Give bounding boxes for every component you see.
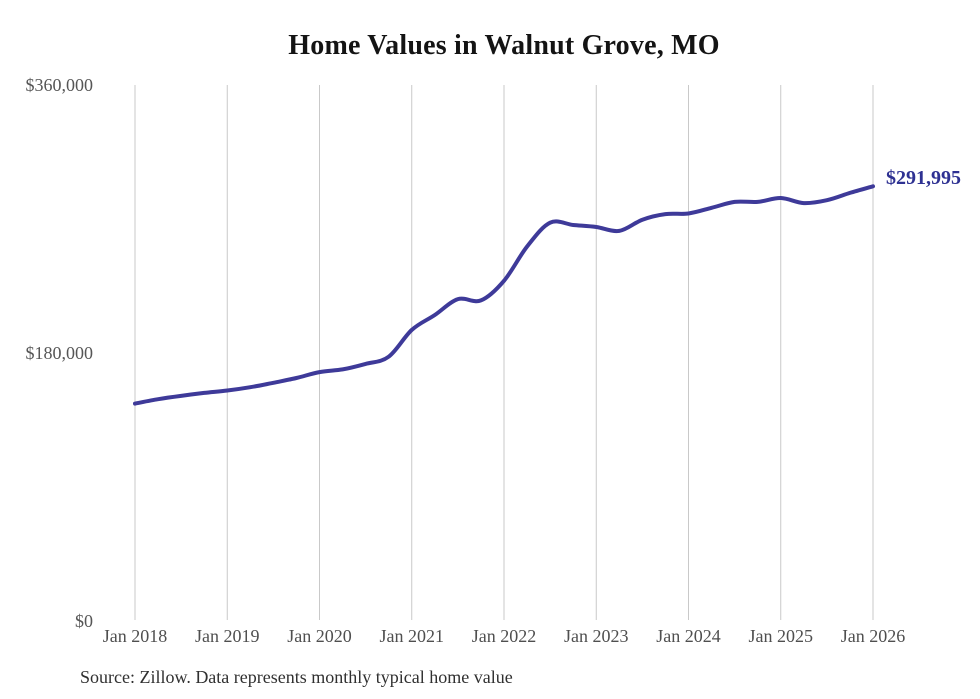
x-axis-tick-label: Jan 2023 (564, 626, 629, 646)
chart-title: Home Values in Walnut Grove, MO (288, 30, 720, 61)
current-value-label: $291,995 (886, 167, 961, 190)
y-axis-tick-label: $0 (75, 611, 93, 631)
x-axis-tick-label: Jan 2026 (840, 626, 906, 646)
y-axis-tick-label: $180,000 (25, 343, 94, 363)
x-axis-tick-label: Jan 2018 (102, 626, 168, 646)
x-axis-tick-label: Jan 2020 (287, 626, 352, 646)
source-note: Source: Zillow. Data represents monthly … (80, 667, 513, 687)
gridlines (134, 85, 874, 620)
home-value-line-series (133, 184, 875, 406)
x-axis-tick-label: Jan 2022 (471, 626, 537, 646)
x-axis-tick-label: Jan 2021 (379, 626, 445, 646)
y-axis-tick-label: $360,000 (25, 75, 94, 95)
x-axis-tick-label: Jan 2025 (748, 626, 814, 646)
x-axis-tick-label: Jan 2019 (195, 626, 260, 646)
x-axis-tick-label: Jan 2024 (656, 626, 721, 646)
